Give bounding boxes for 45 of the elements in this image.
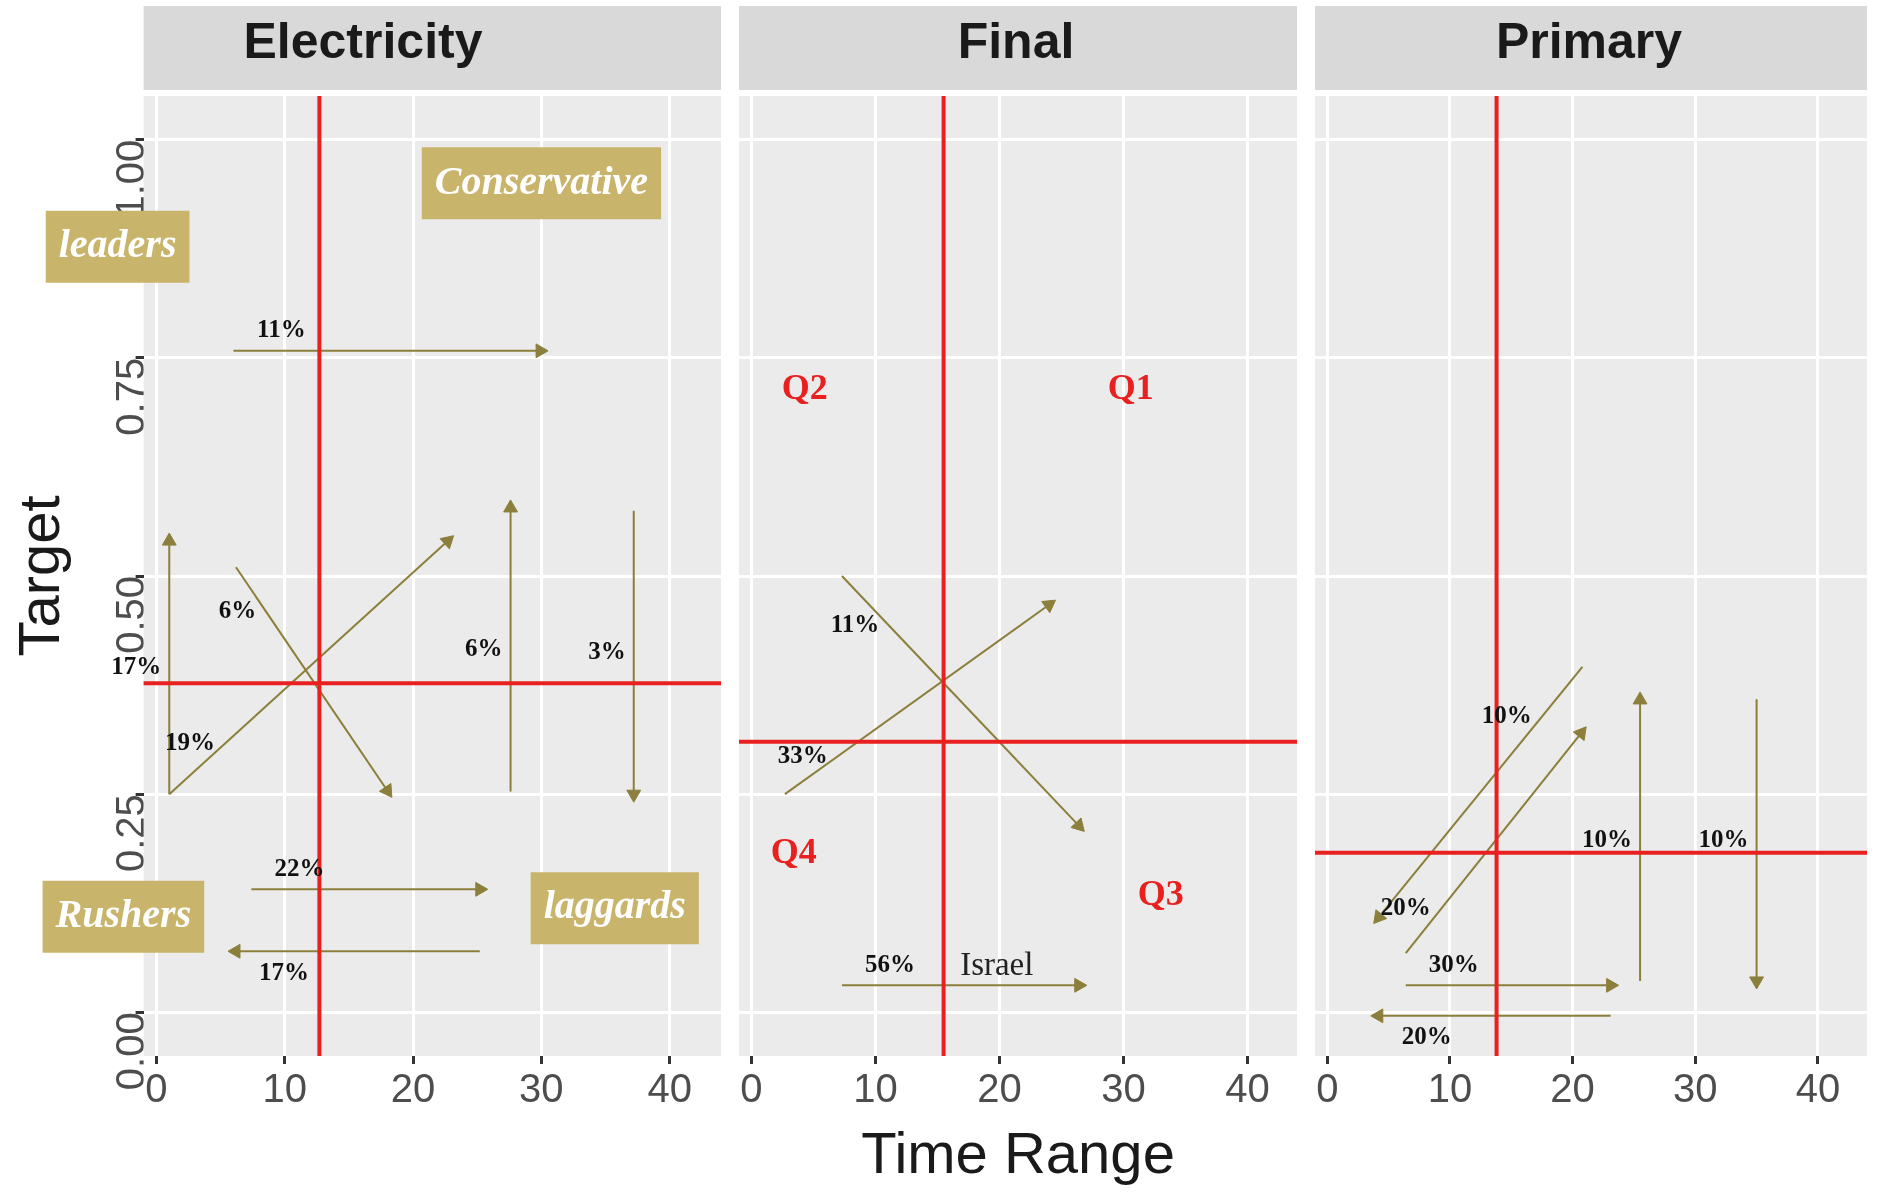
series-label: 11% — [257, 315, 306, 343]
series-label: 20% — [1401, 1022, 1452, 1050]
chart-title: Primary — [1495, 12, 1683, 69]
x-axis-title: Time Range — [861, 1120, 1175, 1186]
x-tick-label: 30 — [519, 1066, 564, 1111]
x-tick-label: 20 — [1550, 1066, 1595, 1111]
series-label: 17% — [111, 652, 162, 680]
annotation: Israel — [960, 946, 1034, 983]
annotation: Q3 — [1137, 872, 1184, 913]
annotation: Conservative — [434, 157, 649, 203]
series-label: 33% — [777, 740, 828, 768]
y-axis-title: Target — [5, 495, 71, 657]
series-label: 56% — [864, 949, 915, 977]
series-label: 11% — [830, 610, 880, 638]
annotation: Q1 — [1107, 367, 1154, 408]
y-tick-label: 1.00 — [107, 139, 152, 218]
annotation: Q4 — [770, 830, 817, 871]
series-label: 17% — [258, 957, 309, 985]
x-tick-label: 40 — [647, 1066, 692, 1111]
y-tick-label: 0.25 — [107, 794, 152, 873]
x-tick-label: 30 — [1101, 1066, 1146, 1111]
x-tick-label: 30 — [1673, 1066, 1718, 1111]
series-label: 6% — [465, 634, 503, 662]
x-tick-label: 20 — [977, 1066, 1022, 1111]
x-tick-label: 20 — [390, 1066, 436, 1111]
x-tick-label: 40 — [1225, 1066, 1270, 1111]
x-tick-label: 10 — [853, 1066, 898, 1111]
annotation: Rushers — [54, 891, 192, 937]
annotation: Q2 — [781, 367, 828, 408]
x-tick-label: 40 — [1795, 1066, 1841, 1111]
series-label: 10% — [1582, 824, 1633, 852]
series-label: 3% — [588, 637, 626, 665]
series-label: 10% — [1698, 824, 1749, 852]
y-tick-label: 0.75 — [107, 357, 152, 436]
series-label: 6% — [218, 596, 257, 624]
y-tick-label: 0.50 — [107, 576, 152, 654]
x-tick-label: 10 — [262, 1066, 307, 1111]
x-tick-label: 0 — [740, 1066, 763, 1111]
x-tick-label: 0 — [1316, 1066, 1339, 1111]
series-label: 30% — [1428, 949, 1479, 977]
x-tick-label: 10 — [1427, 1066, 1473, 1111]
chart-title: Electricity — [243, 12, 483, 69]
chart-title: Final — [957, 12, 1075, 69]
annotation: leaders — [58, 221, 177, 267]
annotation: laggards — [543, 882, 686, 928]
